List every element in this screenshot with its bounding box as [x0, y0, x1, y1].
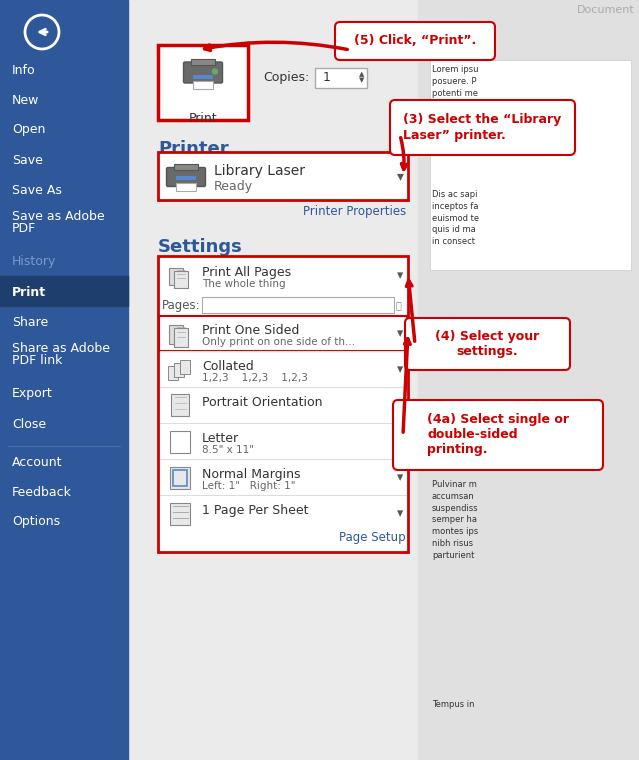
Text: ▾: ▾: [397, 400, 403, 413]
Text: Print: Print: [12, 286, 46, 299]
Text: History: History: [12, 255, 56, 268]
Bar: [158, 152, 408, 200]
Bar: [174, 363, 184, 377]
Text: Tempus in: Tempus in: [432, 700, 475, 709]
Bar: [171, 394, 189, 416]
Text: ▾: ▾: [397, 270, 403, 283]
FancyBboxPatch shape: [390, 100, 575, 155]
Text: Print One Sided: Print One Sided: [202, 324, 300, 337]
Bar: [315, 68, 367, 87]
Text: Portrait Orientation: Portrait Orientation: [202, 396, 323, 409]
Bar: [159, 316, 407, 351]
Bar: [202, 297, 394, 313]
Text: Dis ac sapi
inceptos fa
euismod te
quis id ma
in consect: Dis ac sapi inceptos fa euismod te quis …: [432, 190, 479, 246]
Bar: [158, 256, 408, 552]
Bar: [169, 325, 183, 344]
FancyBboxPatch shape: [335, 22, 495, 60]
Text: ▾: ▾: [397, 471, 403, 485]
Text: Info: Info: [12, 64, 36, 77]
Text: Pages:: Pages:: [162, 299, 201, 312]
Bar: [193, 74, 213, 78]
Text: Left: 1"   Right: 1": Left: 1" Right: 1": [202, 481, 295, 491]
Bar: [193, 81, 213, 88]
Text: Share as Adobe: Share as Adobe: [12, 341, 110, 354]
Bar: [158, 45, 248, 120]
Bar: [418, 0, 639, 760]
Text: (4a) Select single or
double-sided
printing.: (4a) Select single or double-sided print…: [427, 413, 569, 457]
Bar: [170, 467, 190, 489]
Text: (3) Select the “Library
Laser” printer.: (3) Select the “Library Laser” printer.: [403, 113, 562, 141]
Text: Document: Document: [577, 5, 635, 15]
Text: ▾: ▾: [397, 508, 403, 521]
Text: 1,2,3    1,2,3    1,2,3: 1,2,3 1,2,3 1,2,3: [202, 373, 308, 383]
Bar: [169, 268, 183, 285]
Bar: [176, 176, 196, 180]
Circle shape: [213, 69, 217, 74]
Text: ⓘ: ⓘ: [395, 300, 401, 310]
Bar: [174, 328, 188, 347]
Text: Printer Properties: Printer Properties: [303, 205, 406, 219]
Bar: [170, 503, 190, 525]
Text: ⓘ: ⓘ: [391, 138, 398, 148]
Bar: [173, 470, 187, 486]
Text: 8.5" x 11": 8.5" x 11": [202, 445, 254, 455]
Text: Save As: Save As: [12, 183, 62, 197]
FancyBboxPatch shape: [167, 167, 206, 186]
Text: Letter: Letter: [202, 432, 239, 445]
Text: Options: Options: [12, 515, 60, 528]
FancyBboxPatch shape: [183, 62, 222, 83]
Text: ▾: ▾: [397, 169, 403, 183]
Text: Settings: Settings: [158, 238, 243, 256]
Text: ▾: ▾: [397, 363, 403, 376]
Text: New: New: [12, 93, 40, 106]
Bar: [191, 59, 215, 65]
Text: 1: 1: [323, 71, 331, 84]
Text: ▲: ▲: [359, 71, 364, 78]
Text: (5) Click, “Print”.: (5) Click, “Print”.: [354, 34, 476, 47]
Bar: [128, 0, 639, 760]
Bar: [174, 271, 188, 288]
Text: PDF link: PDF link: [12, 353, 63, 366]
Text: Printer: Printer: [158, 140, 229, 158]
Text: Export: Export: [12, 388, 53, 401]
Text: Close: Close: [12, 417, 46, 430]
Text: Ready: Ready: [214, 180, 253, 193]
Text: Page Setup: Page Setup: [339, 531, 406, 544]
Text: (4) Select your
settings.: (4) Select your settings.: [435, 330, 539, 358]
FancyBboxPatch shape: [393, 400, 603, 470]
Text: ▾: ▾: [397, 435, 403, 448]
Text: PDF: PDF: [12, 221, 36, 235]
Bar: [176, 183, 196, 191]
Text: Print: Print: [189, 112, 217, 125]
Text: Print All Pages: Print All Pages: [202, 266, 291, 279]
Bar: [168, 366, 178, 380]
Bar: [430, 60, 631, 270]
Text: Pulvinar m
accumsan
suspendiss
semper ha
montes ips
nibh risus
parturient: Pulvinar m accumsan suspendiss semper ha…: [432, 480, 479, 560]
Text: 1 Page Per Sheet: 1 Page Per Sheet: [202, 504, 309, 517]
Bar: [0, 0, 128, 760]
Bar: [180, 360, 190, 374]
Text: Print: Print: [158, 60, 247, 98]
Text: Lorem ipsu
posuere. P
potenti me
dapibus cu: Lorem ipsu posuere. P potenti me dapibus…: [432, 65, 479, 109]
Text: Normal Margins: Normal Margins: [202, 468, 300, 481]
FancyBboxPatch shape: [405, 318, 570, 370]
Text: Copies:: Copies:: [263, 71, 309, 84]
Text: ▾: ▾: [397, 328, 403, 340]
Text: Open: Open: [12, 123, 45, 137]
Bar: [170, 431, 190, 453]
Text: Account: Account: [12, 455, 63, 468]
Text: Share: Share: [12, 315, 49, 328]
Text: Save as Adobe: Save as Adobe: [12, 210, 105, 223]
Text: Only print on one side of th...: Only print on one side of th...: [202, 337, 355, 347]
Text: Save: Save: [12, 154, 43, 166]
Text: The whole thing: The whole thing: [202, 279, 286, 289]
Text: ▼: ▼: [359, 78, 364, 84]
Text: Feedback: Feedback: [12, 486, 72, 499]
Bar: [0, 276, 128, 306]
Text: Collated: Collated: [202, 360, 254, 373]
Text: Library Laser: Library Laser: [214, 164, 305, 178]
Bar: [174, 164, 198, 170]
